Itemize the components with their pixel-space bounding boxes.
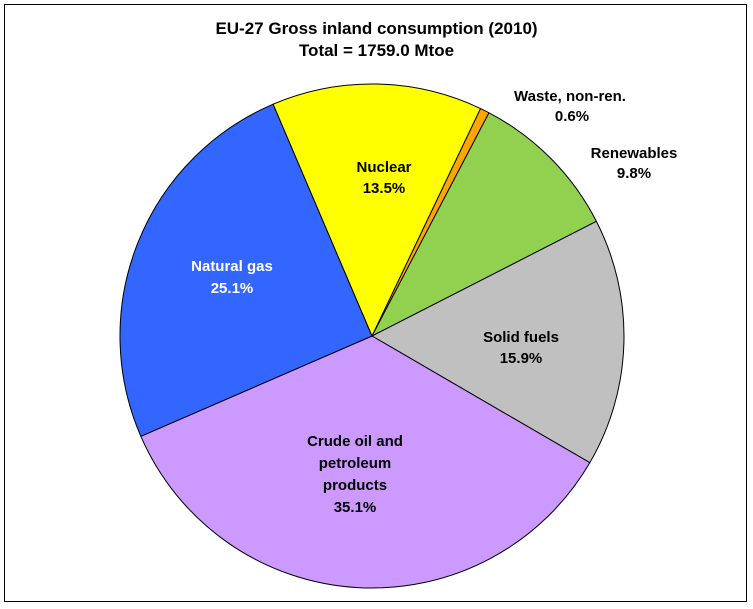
pie-slice-crude-oil-and-petroleum-products	[140, 335, 591, 589]
slice-label-nuclear: Nuclear	[356, 159, 411, 176]
chart-title: EU-27 Gross inland consumption (2010)	[215, 19, 538, 38]
chart-subtitle: Total = 1759.0 Mtoe	[298, 41, 455, 60]
slice-value-solid-fuels: 15.9%	[500, 350, 543, 367]
slice-label-crude-oil-and-petroleum-products-line3: products	[323, 477, 387, 494]
slice-value-renewables: 9.8%	[617, 165, 651, 182]
pie-slice-renewables	[370, 112, 598, 338]
slice-label-waste-non-ren: Waste, non-ren.	[514, 88, 626, 105]
pie-slice-solid-fuels	[370, 220, 625, 464]
pie-slice-natural-gas	[119, 103, 373, 437]
slice-label-crude-oil-and-petroleum-products-line1: Crude oil and	[307, 433, 403, 450]
pie-slice-nuclear	[272, 83, 482, 338]
slice-label-natural-gas: Natural gas	[191, 258, 273, 275]
slice-value-crude-oil-and-petroleum-products: 35.1%	[334, 499, 377, 516]
slice-value-nuclear: 13.5%	[363, 180, 406, 197]
slice-label-crude-oil-and-petroleum-products-line2: petroleum	[319, 455, 392, 472]
slice-value-natural-gas: 25.1%	[211, 280, 254, 297]
slice-label-renewables: Renewables	[591, 145, 678, 162]
chart-title-block: EU-27 Gross inland consumption (2010) To…	[5, 18, 748, 62]
slice-label-solid-fuels: Solid fuels	[483, 329, 559, 346]
slice-value-waste-non-ren: 0.6%	[555, 108, 589, 125]
